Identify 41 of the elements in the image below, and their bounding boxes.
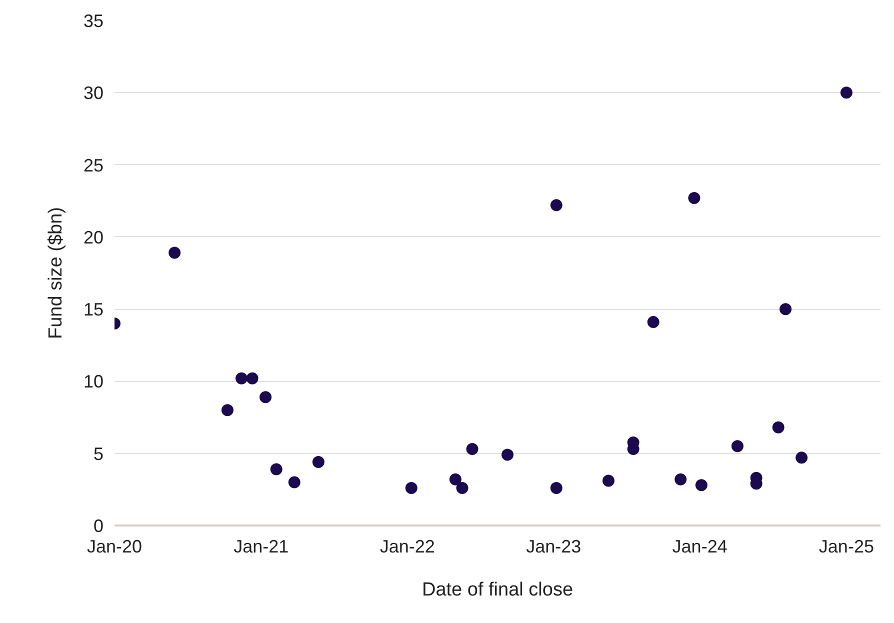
- point: [602, 474, 614, 487]
- point: [236, 372, 248, 384]
- point: [246, 372, 258, 384]
- x-tick-label: Jan-21: [234, 536, 289, 556]
- point: [449, 473, 462, 486]
- x-tick-label: Jan-20: [86, 536, 142, 556]
- point: [647, 316, 660, 328]
- point: [456, 482, 468, 494]
- point: [550, 199, 562, 212]
- y-tick-label: 30: [83, 83, 104, 104]
- x-tick-label: Jan-22: [380, 536, 435, 556]
- y-tick-label: 5: [93, 444, 104, 464]
- point: [731, 440, 744, 452]
- point: [502, 448, 514, 461]
- point: [221, 404, 234, 416]
- point: [840, 86, 852, 99]
- y-tick-label: 0: [93, 516, 104, 536]
- y-tick-label: 15: [83, 300, 104, 320]
- point: [260, 391, 272, 404]
- point: [270, 463, 282, 476]
- x-tick-label: Jan-23: [526, 536, 582, 556]
- point: [796, 452, 808, 464]
- x-tick-label: Jan-25: [818, 536, 874, 556]
- y-axis-title: Fund size ($bn): [45, 206, 66, 340]
- x-axis-title: Date of final close: [422, 580, 574, 600]
- y-tick-label: 35: [83, 11, 104, 31]
- point: [550, 482, 562, 494]
- point: [168, 246, 181, 259]
- point: [466, 443, 478, 456]
- x-tick-label: Jan-24: [672, 536, 728, 556]
- point: [772, 421, 784, 434]
- point: [312, 456, 324, 468]
- point: [674, 473, 687, 486]
- point: [288, 476, 300, 488]
- y-tick-label: 10: [83, 372, 104, 392]
- y-tick-label: 20: [83, 227, 104, 248]
- point: [688, 192, 700, 204]
- point: [695, 479, 708, 492]
- point: [405, 482, 418, 494]
- y-tick-label: 25: [83, 155, 104, 176]
- point: [780, 303, 792, 316]
